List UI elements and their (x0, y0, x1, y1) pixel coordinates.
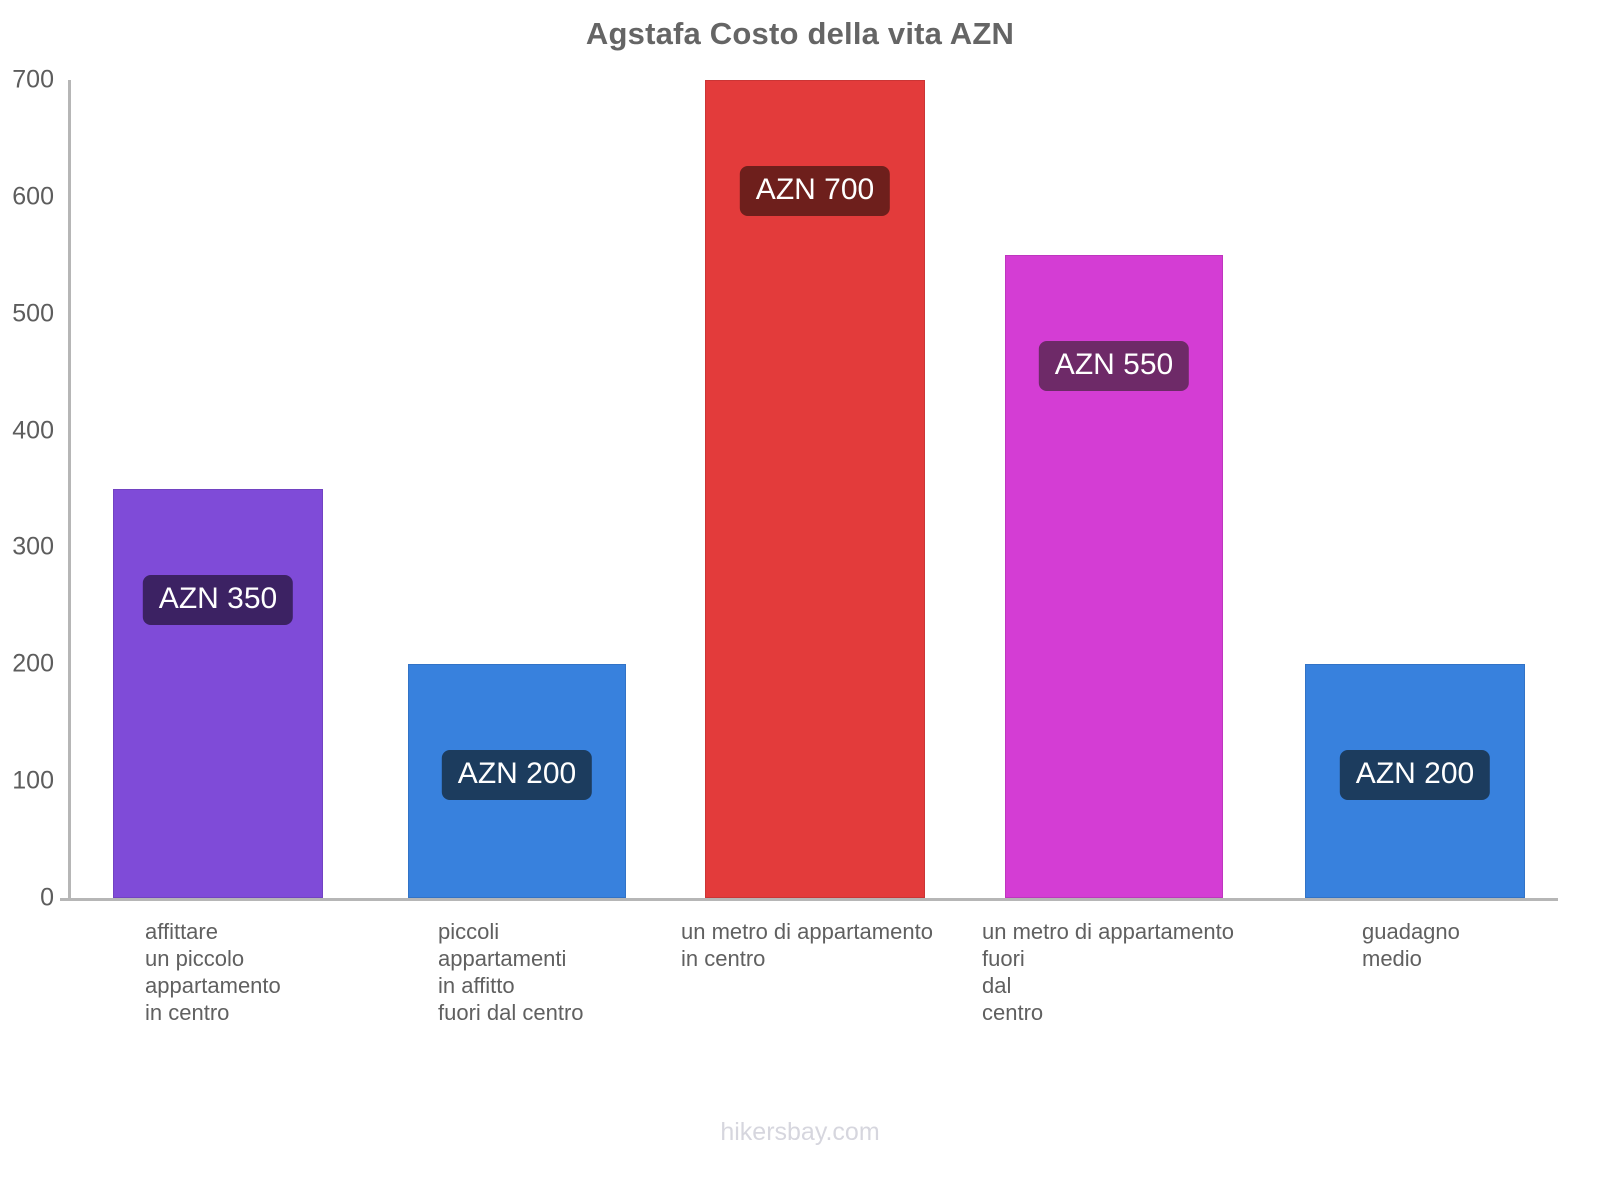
chart-title: Agstafa Costo della vita AZN (585, 16, 1015, 51)
y-axis-tick-600: 600 (12, 182, 54, 211)
bar-2[interactable]: AZN 700 (705, 80, 925, 898)
y-axis-tick-300: 300 (12, 532, 54, 561)
bar-0[interactable]: AZN 350 (113, 489, 323, 898)
bar-value-label-0: AZN 350 (142, 575, 294, 625)
x-axis-category-0: affittare un piccolo appartamento in cen… (145, 919, 281, 1025)
bar-value-label-1: AZN 200 (441, 750, 593, 801)
footer-watermark: hikersbay.com (720, 1118, 880, 1146)
bar-value-label-3: AZN 550 (1038, 341, 1190, 392)
bar-3[interactable]: AZN 550 (1005, 255, 1223, 898)
y-axis-tick-200: 200 (12, 649, 54, 678)
x-axis-category-3: un metro di appartamento fuori dal centr… (982, 919, 1234, 1025)
y-axis-tick-500: 500 (12, 299, 54, 328)
bar-value-label-4: AZN 200 (1339, 750, 1491, 801)
bar-1[interactable]: AZN 200 (408, 664, 626, 898)
x-axis-category-1: piccoli appartamenti in affitto fuori da… (438, 919, 584, 1025)
y-axis-tick-100: 100 (12, 766, 54, 795)
x-axis-line (60, 898, 1558, 901)
y-axis-line (68, 80, 71, 898)
x-axis-category-4: guadagno medio (1362, 919, 1460, 971)
y-axis-tick-700: 700 (12, 65, 54, 94)
bar-value-label-2: AZN 700 (739, 166, 891, 216)
y-axis-tick-0: 0 (40, 883, 54, 912)
x-axis-category-2: un metro di appartamento in centro (681, 919, 933, 971)
bar-4[interactable]: AZN 200 (1305, 664, 1525, 898)
y-axis-tick-400: 400 (12, 416, 54, 445)
